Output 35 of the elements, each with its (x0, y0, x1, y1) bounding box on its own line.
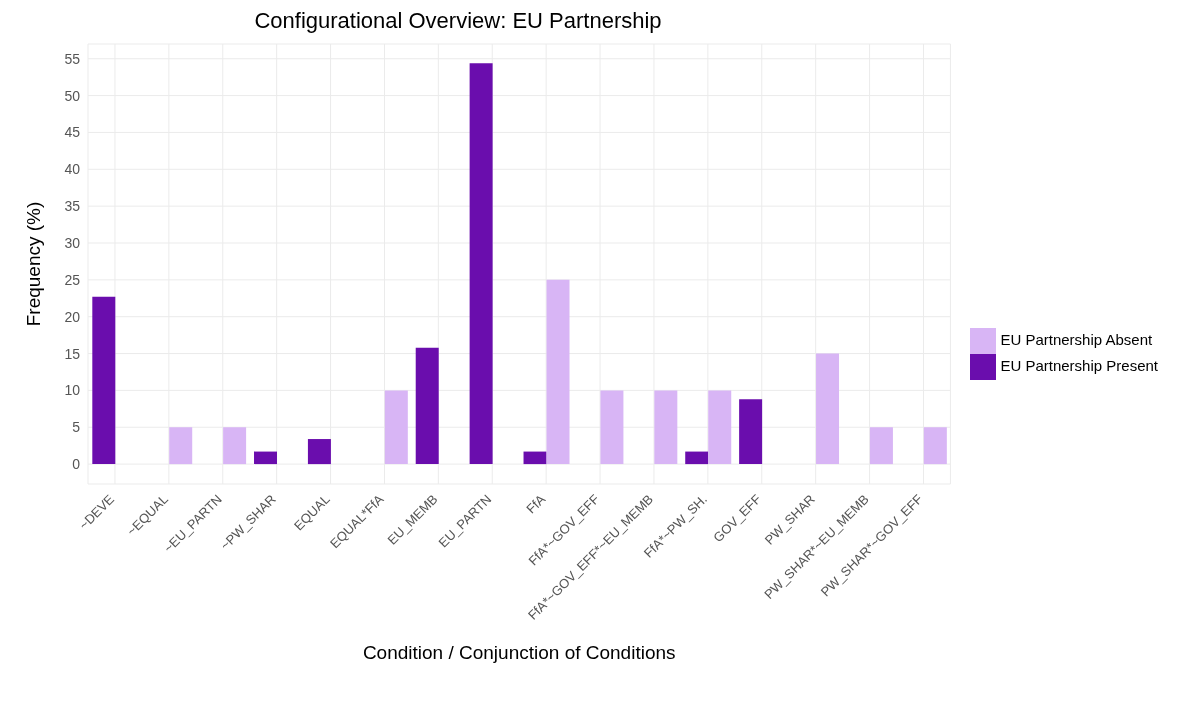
y-tick-label: 15 (64, 345, 81, 362)
y-tick-label: 30 (64, 234, 81, 251)
bar (923, 427, 947, 465)
y-tick-label: 20 (64, 308, 81, 325)
bar (869, 427, 893, 465)
chart-title: Configurational Overview: EU Partnership (253, 8, 663, 34)
bar (469, 63, 493, 465)
bar (546, 279, 570, 465)
bar (654, 390, 678, 465)
bar (708, 390, 732, 465)
legend-label: EU Partnership Present (1000, 356, 1158, 374)
y-tick-label: 55 (64, 50, 81, 67)
bar (523, 451, 547, 465)
y-tick-label: 50 (64, 87, 81, 104)
y-tick-label: 35 (64, 198, 81, 215)
bar (223, 427, 247, 465)
y-tick-label: 0 (72, 456, 81, 473)
y-tick-label: 25 (64, 271, 81, 288)
bar (816, 353, 840, 465)
bar (169, 427, 193, 465)
bar (415, 347, 439, 465)
x-axis-title: Condition / Conjunction of Conditions (362, 642, 676, 663)
y-tick-label: 5 (72, 419, 81, 436)
bar (384, 390, 408, 465)
bar (739, 399, 763, 465)
bar (307, 439, 331, 465)
bar (92, 296, 116, 465)
bar (685, 451, 709, 465)
bar (600, 390, 624, 465)
y-tick-label: 40 (64, 161, 81, 178)
y-tick-label: 10 (64, 382, 81, 399)
y-tick-label: 45 (64, 124, 81, 141)
y-axis-title: Frequency (%) (22, 201, 44, 327)
bar (254, 451, 278, 465)
legend-label: EU Partnership Absent (1000, 330, 1153, 348)
